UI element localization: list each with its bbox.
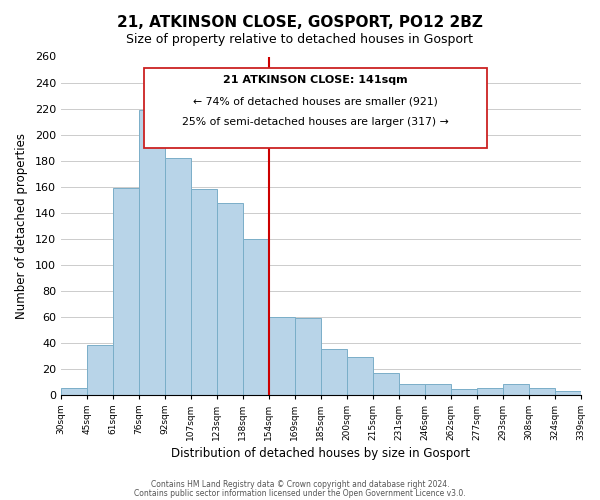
Text: 25% of semi-detached houses are larger (317) →: 25% of semi-detached houses are larger (… [182, 116, 449, 126]
Text: 21 ATKINSON CLOSE: 141sqm: 21 ATKINSON CLOSE: 141sqm [223, 75, 408, 85]
Bar [373, 372, 398, 394]
Bar [503, 384, 529, 394]
Bar [295, 318, 321, 394]
Bar [139, 110, 165, 395]
Bar [113, 188, 139, 394]
Bar [165, 158, 191, 394]
Bar [425, 384, 451, 394]
Bar [347, 357, 373, 395]
Text: Contains HM Land Registry data © Crown copyright and database right 2024.: Contains HM Land Registry data © Crown c… [151, 480, 449, 489]
Bar [398, 384, 425, 394]
Bar [61, 388, 87, 394]
Bar [191, 189, 217, 394]
Bar [321, 349, 347, 395]
Bar [87, 345, 113, 395]
Bar [451, 390, 476, 394]
X-axis label: Distribution of detached houses by size in Gosport: Distribution of detached houses by size … [171, 447, 470, 460]
Bar [243, 238, 269, 394]
Bar [217, 204, 243, 394]
Y-axis label: Number of detached properties: Number of detached properties [15, 132, 28, 318]
Text: Contains public sector information licensed under the Open Government Licence v3: Contains public sector information licen… [134, 488, 466, 498]
Bar [529, 388, 554, 394]
FancyBboxPatch shape [144, 68, 487, 148]
Text: ← 74% of detached houses are smaller (921): ← 74% of detached houses are smaller (92… [193, 96, 438, 106]
Bar [476, 388, 503, 394]
Text: 21, ATKINSON CLOSE, GOSPORT, PO12 2BZ: 21, ATKINSON CLOSE, GOSPORT, PO12 2BZ [117, 15, 483, 30]
Bar [269, 316, 295, 394]
Text: Size of property relative to detached houses in Gosport: Size of property relative to detached ho… [127, 32, 473, 46]
Bar [554, 391, 581, 394]
